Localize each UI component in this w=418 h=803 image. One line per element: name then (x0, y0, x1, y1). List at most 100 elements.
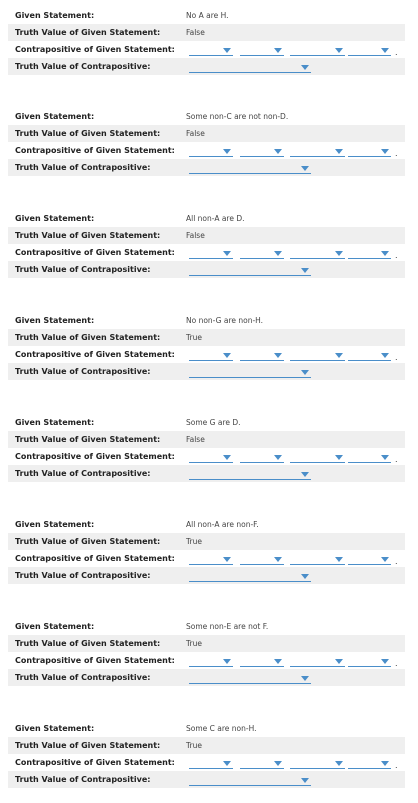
truth-given-row: Truth Value of Given Statement: False (8, 227, 405, 244)
truth-contra-row: Truth Value of Contrapositive: (8, 669, 405, 686)
truth-contra-label: Truth Value of Contrapositive: (15, 673, 151, 682)
chevron-down-icon (274, 455, 282, 460)
problem-block: Given Statement: Some C are non-H. Truth… (8, 720, 405, 788)
predicate-term-dropdown[interactable] (348, 758, 391, 769)
copula-dropdown[interactable] (290, 452, 345, 463)
truth-contra-label: Truth Value of Contrapositive: (15, 571, 151, 580)
truth-value-dropdown[interactable] (189, 571, 311, 582)
subject-term-dropdown[interactable] (240, 45, 284, 56)
truth-given-label: Truth Value of Given Statement: (15, 639, 161, 648)
predicate-term-dropdown[interactable] (348, 146, 391, 157)
copula-dropdown[interactable] (290, 656, 345, 667)
truth-given-row: Truth Value of Given Statement: True (8, 635, 405, 652)
chevron-down-icon (301, 65, 309, 70)
contrapositive-row: Contrapositive of Given Statement: . (8, 41, 405, 58)
subject-term-dropdown[interactable] (240, 758, 284, 769)
given-statement: All non-A are non-F. (186, 520, 259, 529)
period-text: . (395, 455, 398, 464)
chevron-down-icon (223, 557, 231, 562)
truth-value-dropdown[interactable] (189, 367, 311, 378)
truth-given-label: Truth Value of Given Statement: (15, 537, 161, 546)
chevron-down-icon (223, 353, 231, 358)
quantifier-dropdown[interactable] (189, 758, 233, 769)
subject-term-dropdown[interactable] (240, 452, 284, 463)
chevron-down-icon (335, 251, 343, 256)
truth-given-label: Truth Value of Given Statement: (15, 231, 161, 240)
given-row: Given Statement: Some G are D. (8, 414, 405, 431)
contrapositive-row: Contrapositive of Given Statement: . (8, 754, 405, 771)
subject-term-dropdown[interactable] (240, 146, 284, 157)
period-text: . (395, 48, 398, 57)
subject-term-dropdown[interactable] (240, 554, 284, 565)
contrapositive-label: Contrapositive of Given Statement: (15, 656, 175, 665)
quantifier-dropdown[interactable] (189, 350, 233, 361)
predicate-term-dropdown[interactable] (348, 248, 391, 259)
copula-dropdown[interactable] (290, 554, 345, 565)
chevron-down-icon (381, 353, 389, 358)
contrapositive-row: Contrapositive of Given Statement: . (8, 652, 405, 669)
contrapositive-label: Contrapositive of Given Statement: (15, 452, 175, 461)
contrapositive-label: Contrapositive of Given Statement: (15, 146, 175, 155)
subject-term-dropdown[interactable] (240, 248, 284, 259)
quantifier-dropdown[interactable] (189, 554, 233, 565)
chevron-down-icon (381, 455, 389, 460)
copula-dropdown[interactable] (290, 45, 345, 56)
quantifier-dropdown[interactable] (189, 656, 233, 667)
predicate-term-dropdown[interactable] (348, 656, 391, 667)
given-row: Given Statement: All non-A are non-F. (8, 516, 405, 533)
given-label: Given Statement: (15, 520, 95, 529)
period-text: . (395, 659, 398, 668)
predicate-term-dropdown[interactable] (348, 45, 391, 56)
chevron-down-icon (223, 48, 231, 53)
copula-dropdown[interactable] (290, 146, 345, 157)
chevron-down-icon (301, 268, 309, 273)
contrapositive-label: Contrapositive of Given Statement: (15, 554, 175, 563)
given-label: Given Statement: (15, 214, 95, 223)
truth-given-value: False (186, 129, 205, 138)
truth-value-dropdown[interactable] (189, 469, 311, 480)
truth-value-dropdown[interactable] (189, 265, 311, 276)
quantifier-dropdown[interactable] (189, 45, 233, 56)
subject-term-dropdown[interactable] (240, 350, 284, 361)
given-statement: Some C are non-H. (186, 724, 257, 733)
truth-value-dropdown[interactable] (189, 775, 311, 786)
truth-value-dropdown[interactable] (189, 673, 311, 684)
given-statement: No non-G are non-H. (186, 316, 264, 325)
subject-term-dropdown[interactable] (240, 656, 284, 667)
given-label: Given Statement: (15, 11, 95, 20)
problem-block: Given Statement: Some G are D. Truth Val… (8, 414, 405, 482)
truth-contra-row: Truth Value of Contrapositive: (8, 363, 405, 380)
given-label: Given Statement: (15, 724, 95, 733)
copula-dropdown[interactable] (290, 350, 345, 361)
predicate-term-dropdown[interactable] (348, 554, 391, 565)
contrapositive-label: Contrapositive of Given Statement: (15, 248, 175, 257)
truth-contra-row: Truth Value of Contrapositive: (8, 58, 405, 75)
chevron-down-icon (301, 778, 309, 783)
quantifier-dropdown[interactable] (189, 452, 233, 463)
given-label: Given Statement: (15, 112, 95, 121)
chevron-down-icon (381, 251, 389, 256)
contrapositive-label: Contrapositive of Given Statement: (15, 350, 175, 359)
truth-value-dropdown[interactable] (189, 62, 311, 73)
chevron-down-icon (335, 353, 343, 358)
chevron-down-icon (301, 166, 309, 171)
chevron-down-icon (274, 353, 282, 358)
truth-given-value: False (186, 435, 205, 444)
predicate-term-dropdown[interactable] (348, 452, 391, 463)
period-text: . (395, 251, 398, 260)
chevron-down-icon (381, 149, 389, 154)
copula-dropdown[interactable] (290, 758, 345, 769)
copula-dropdown[interactable] (290, 248, 345, 259)
truth-contra-label: Truth Value of Contrapositive: (15, 163, 151, 172)
chevron-down-icon (301, 370, 309, 375)
chevron-down-icon (381, 48, 389, 53)
predicate-term-dropdown[interactable] (348, 350, 391, 361)
period-text: . (395, 761, 398, 770)
quantifier-dropdown[interactable] (189, 146, 233, 157)
chevron-down-icon (223, 251, 231, 256)
truth-contra-row: Truth Value of Contrapositive: (8, 771, 405, 788)
truth-value-dropdown[interactable] (189, 163, 311, 174)
chevron-down-icon (335, 48, 343, 53)
chevron-down-icon (301, 676, 309, 681)
quantifier-dropdown[interactable] (189, 248, 233, 259)
